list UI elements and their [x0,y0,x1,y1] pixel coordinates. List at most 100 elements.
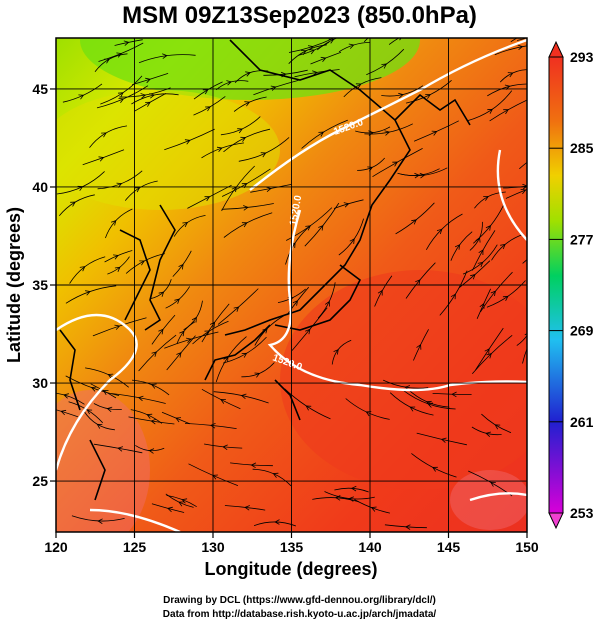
streamline-arrow [503,109,509,115]
streamline-arrow [381,63,388,69]
streamline-arrow [414,172,420,179]
streamline-arrow [309,49,316,55]
streamline-arrow [451,391,457,398]
streamline-arrow [96,423,103,429]
streamline-arrow [86,409,93,415]
streamline-arrow [522,183,527,190]
streamline-arrow [486,353,492,359]
streamline-arrow [186,337,192,343]
streamline-arrow [241,183,248,189]
streamline-arrow [137,395,144,402]
streamline [133,38,136,39]
streamline-arrow [432,466,438,472]
y-axis-label: Latitude (degrees) [4,207,24,363]
streamline-arrow [244,101,251,107]
streamline-arrow [70,201,76,207]
streamline-arrow [149,93,156,99]
streamline-arrow [404,524,411,530]
streamline-arrow [114,266,121,272]
streamline-arrow [90,386,97,392]
streamline-arrow [184,139,191,145]
streamline-arrow [324,300,330,307]
colorbar: 293 285 277 269 261 253 [548,40,594,530]
streamline [526,44,527,46]
streamline-arrow [110,219,117,226]
streamline-arrow [145,77,151,84]
streamline-arrow [204,196,211,202]
streamline-arrow [425,94,431,99]
streamline-arrow [318,131,325,137]
streamline-arrow [226,80,233,86]
streamline-arrow [490,290,496,297]
coastlines [59,39,471,501]
streamline-arrow [415,279,421,285]
streamline-arrow [113,254,119,260]
streamline-arrow [343,202,350,208]
streamline [503,185,527,189]
streamline-arrow [535,249,540,254]
streamline-arrow [240,393,247,400]
streamline-arrow [440,437,447,443]
streamline-arrow [181,498,188,504]
contour-label: 1520.0 [288,194,304,226]
streamline-arrow [146,413,153,419]
streamline-arrow [178,501,185,507]
streamline-arrow [419,172,426,179]
streamline-arrow [372,31,377,35]
streamline-arrow [216,146,223,152]
streamline-arrow [240,136,247,142]
streamline-arrow [175,417,182,423]
streamline-arrow [204,330,211,336]
streamline-arrow [305,405,312,411]
streamline-arrow [436,228,443,235]
streamline-arrow [536,36,541,41]
streamline-arrow [318,224,324,231]
streamline-arrow [114,324,121,330]
colorbar-tick-label: 285 [570,140,594,156]
streamline-arrow [333,348,339,355]
streamline-arrow [237,128,243,134]
streamline-arrow [475,236,481,243]
streamline-arrow [182,222,189,228]
streamline-arrow [209,321,216,328]
streamline-arrow [328,38,335,44]
streamline-arrow [191,316,197,323]
streamline-arrow [102,390,109,396]
streamline-arrow [431,130,438,136]
streamline-arrow [207,27,212,31]
streamline-arrow [334,495,341,501]
streamline-arrow [243,205,249,211]
streamline-arrow [398,92,404,99]
streamline-arrow [485,225,492,231]
streamline-arrow [305,328,311,335]
streamline-arrow [117,92,124,98]
streamline-arrow [134,187,141,193]
streamline-arrow [117,446,124,452]
streamline-arrow [63,393,69,399]
streamline [189,38,191,39]
streamline-arrow [520,189,527,195]
y-tick-label: 45 [32,81,48,97]
streamline-arrow [485,431,492,437]
streamline-arrow [502,295,509,301]
credit-data: Data from http://database.rish.kyoto-u.a… [162,609,437,620]
geopotential-contours [56,38,527,532]
streamline-arrow [265,186,272,193]
streamline-arrow [97,518,103,524]
streamline-arrow [140,93,147,99]
streamline-arrow [210,423,216,429]
x-axis-label: Longitude (degrees) [204,559,377,579]
colorbar-tick-label: 269 [570,323,594,339]
streamline-arrow [355,83,362,89]
streamline-arrow [292,300,299,306]
streamline-arrow [241,352,248,358]
streamline-arrow [167,506,173,513]
streamline-arrow [320,56,327,63]
streamline-arrow [483,196,489,201]
streamline-arrow [116,182,123,188]
streamline-arrow [148,448,155,454]
streamline-arrow [118,98,125,104]
streamline-arrow [104,58,110,64]
streamline [522,347,527,364]
streamline-arrow [176,352,182,358]
